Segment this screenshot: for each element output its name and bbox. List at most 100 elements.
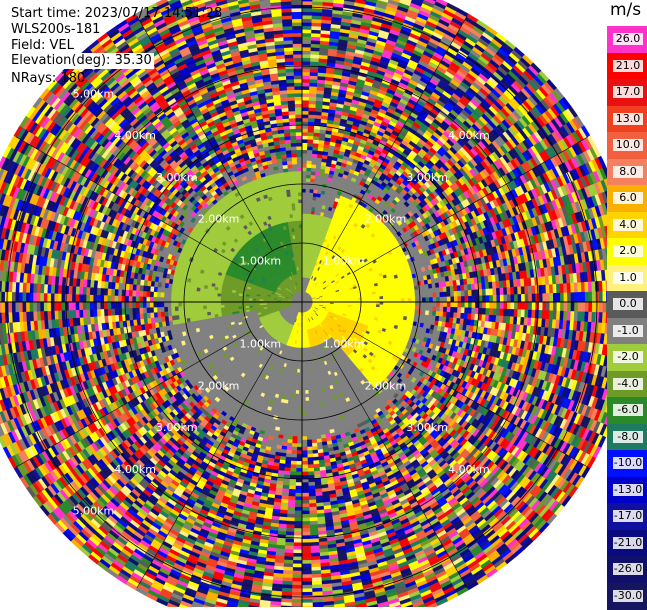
velocity-cell: [486, 308, 490, 315]
velocity-cell: [553, 302, 557, 311]
velocity-cell: [468, 308, 472, 314]
velocity-cell: [447, 292, 451, 297]
velocity-cell: [308, 114, 315, 118]
velocity-cell: [567, 302, 571, 311]
velocity-cell: [310, 76, 318, 80]
velocity-cell: [390, 292, 394, 295]
velocity-cell: [464, 290, 468, 296]
velocity-cell: [394, 292, 398, 296]
velocity-cell: [408, 302, 412, 306]
velocity-cell: [444, 302, 448, 307]
velocity-cell: [308, 139, 314, 143]
velocity-cell: [401, 298, 405, 302]
velocity-cell: [302, 139, 308, 143]
velocity-cell: [398, 299, 402, 302]
velocity-cell: [443, 312, 447, 317]
velocity-cell: [302, 54, 311, 58]
velocity-cell: [514, 294, 518, 302]
velocity-cell: [376, 294, 380, 297]
velocity-cell: [439, 312, 443, 317]
velocity-cell: [461, 291, 465, 297]
velocity-cell: [400, 288, 404, 292]
velocity-cell: [411, 294, 415, 298]
velocity-cell: [433, 293, 437, 298]
velocity-cell: [507, 295, 511, 302]
velocity-cell: [412, 302, 416, 306]
velocity-cell: [564, 293, 568, 302]
velocity-cell: [535, 310, 539, 318]
velocity-cell: [302, 143, 308, 147]
velocity-cell: [472, 296, 476, 302]
velocity-cell: [496, 288, 500, 295]
velocity-cell: [436, 288, 440, 293]
velocity-cell: [535, 302, 539, 310]
velocity-cell: [486, 302, 490, 309]
velocity-cell: [426, 298, 430, 302]
velocity-cell: [447, 297, 451, 302]
velocity-cell: [305, 203, 309, 207]
velocity-cell: [308, 210, 311, 214]
velocity-cell: [429, 306, 433, 311]
velocity-cell: [407, 287, 411, 291]
velocity-cell: [419, 298, 423, 302]
velocity-cell: [454, 302, 458, 307]
velocity-cell: [411, 310, 415, 314]
velocity-cell: [307, 164, 312, 168]
velocity-cell: [432, 288, 436, 293]
velocity-cell: [302, 182, 306, 186]
velocity-cell: [309, 104, 316, 108]
velocity-cell: [475, 296, 479, 302]
velocity-cell: [313, 193, 317, 197]
velocity-cell: [425, 311, 429, 316]
velocity-cell: [310, 72, 318, 76]
velocity-cell: [436, 302, 440, 307]
velocity-cell: [386, 290, 390, 293]
velocity-cell: [450, 307, 454, 312]
velocity-cell: [440, 307, 444, 312]
velocity-cell: [542, 310, 546, 319]
velocity-cell: [302, 75, 310, 79]
velocity-cell: [302, 22, 312, 26]
velocity-cell: [373, 297, 377, 300]
velocity-cell: [404, 295, 408, 299]
velocity-cell: [308, 129, 314, 133]
velocity-cell: [493, 288, 497, 295]
velocity-cell: [307, 157, 312, 161]
velocity-cell: [302, 146, 307, 150]
velocity-cell: [307, 150, 312, 154]
velocity-cell: [311, 171, 316, 175]
velocity-cell: [302, 40, 311, 44]
velocity-cell: [302, 214, 305, 218]
velocity-cell: [543, 293, 547, 302]
velocity-cell: [596, 292, 600, 302]
velocity-cell: [308, 118, 315, 122]
velocity-cell: [397, 309, 401, 313]
velocity-cell: [312, 157, 317, 161]
velocity-cell: [514, 302, 518, 310]
velocity-cell: [489, 289, 493, 296]
velocity-cell: [493, 295, 497, 302]
velocity-cell: [312, 154, 317, 158]
velocity-cell: [468, 290, 472, 296]
velocity-cell: [528, 310, 532, 318]
velocity-cell: [310, 61, 319, 65]
velocity-cell: [310, 182, 314, 186]
velocity-cell: [302, 185, 306, 189]
velocity-cell: [589, 292, 593, 302]
velocity-cell: [464, 308, 468, 314]
velocity-cell: [408, 294, 412, 298]
velocity-cell: [302, 199, 306, 203]
velocity-cell: [404, 291, 408, 295]
velocity-cell: [379, 293, 383, 296]
velocity-cell: [422, 298, 426, 302]
velocity-cell: [362, 298, 366, 300]
velocity-cell: [309, 193, 313, 197]
velocity-cell: [302, 93, 309, 97]
velocity-cell: [560, 302, 564, 311]
velocity-cell: [465, 296, 469, 302]
velocity-cell: [524, 310, 528, 318]
velocity-cell: [457, 307, 461, 313]
velocity-cell: [574, 292, 578, 302]
velocity-cell: [302, 118, 308, 122]
velocity-cell: [433, 307, 437, 312]
